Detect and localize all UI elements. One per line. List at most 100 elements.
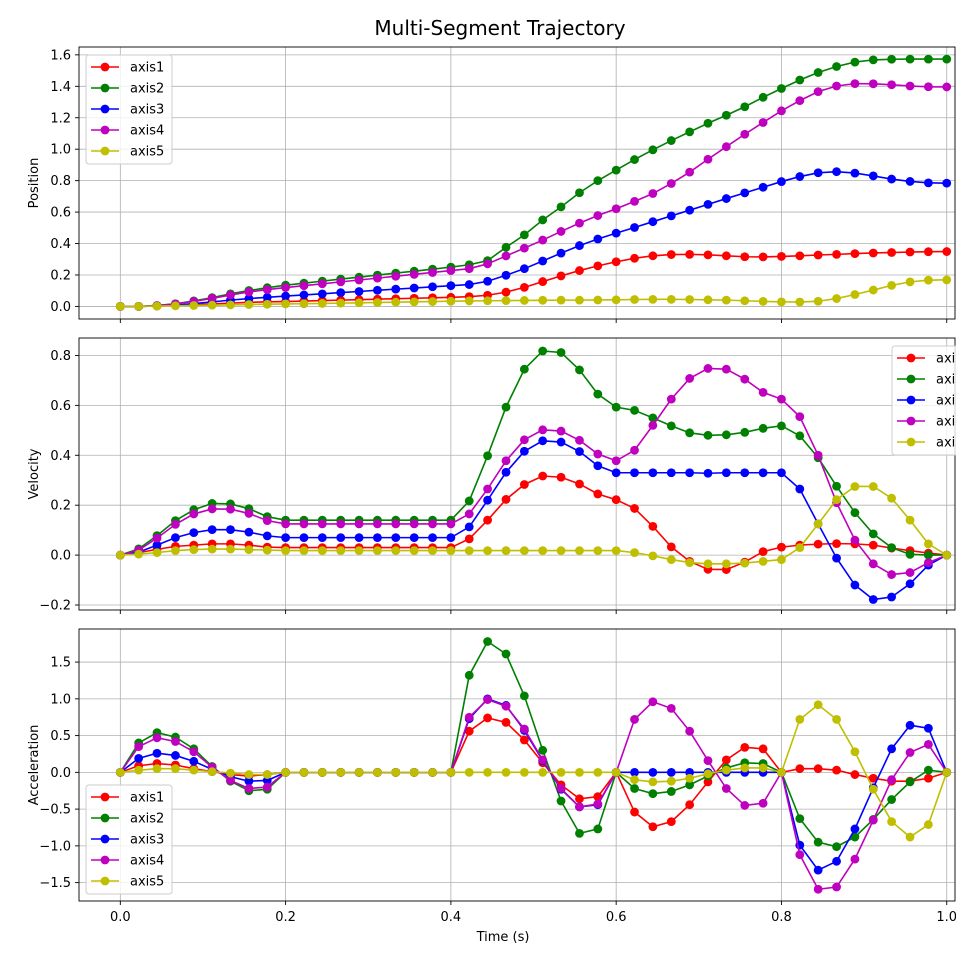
data-point-axis5: [171, 546, 180, 556]
data-point-axis2: [850, 508, 860, 518]
legend-label-axis4: axis4: [936, 415, 956, 430]
data-point-axis3: [685, 205, 695, 215]
legend-label-axis4: axis4: [130, 124, 164, 139]
data-point-axis4: [373, 273, 382, 283]
data-point-axis2: [887, 795, 897, 804]
data-point-axis4: [244, 287, 254, 297]
data-point-axis4: [923, 82, 933, 92]
data-point-axis2: [850, 57, 860, 67]
data-point-axis3: [428, 533, 437, 543]
data-point-axis3: [923, 723, 933, 733]
data-point-axis3: [409, 283, 419, 293]
data-point-axis1: [501, 495, 511, 504]
data-point-axis1: [666, 542, 676, 552]
data-point-axis5: [758, 556, 768, 566]
data-point-axis5: [905, 832, 915, 842]
data-point-axis4: [244, 509, 254, 518]
data-point-axis4: [923, 558, 933, 567]
data-point-axis4: [813, 884, 823, 894]
data-point-axis2: [575, 188, 584, 198]
data-point-axis1: [611, 257, 621, 267]
data-point-axis5: [354, 298, 364, 308]
data-point-axis2: [777, 84, 786, 93]
series-group: [115, 346, 952, 604]
data-point-axis5: [556, 767, 566, 777]
data-point-axis5: [887, 280, 897, 290]
data-point-axis4: [758, 118, 768, 127]
data-point-axis5: [685, 558, 695, 567]
data-point-axis4: [721, 142, 731, 152]
data-point-axis3: [832, 167, 841, 177]
data-point-axis4: [777, 106, 786, 116]
data-point-axis4: [538, 755, 548, 765]
data-point-axis1: [758, 547, 768, 557]
data-point-axis5: [795, 543, 805, 553]
data-point-axis5: [207, 300, 217, 310]
data-point-axis3: [630, 767, 639, 777]
data-point-axis1: [575, 266, 584, 275]
data-point-axis5: [740, 558, 750, 568]
data-point-axis3: [152, 748, 162, 758]
axes-frame: [78, 46, 956, 320]
data-point-axis3: [593, 234, 603, 244]
data-point-axis3: [868, 171, 878, 181]
data-point-axis3: [262, 531, 272, 541]
data-point-axis4: [758, 798, 768, 808]
data-point-axis5: [317, 546, 327, 556]
data-point-axis5: [336, 546, 346, 556]
data-point-axis3: [850, 580, 860, 590]
data-point-axis3: [299, 533, 309, 543]
data-point-axis1: [556, 271, 566, 281]
series-line-axis3: [120, 439, 948, 601]
data-point-axis4: [666, 394, 676, 404]
data-point-axis1: [648, 251, 658, 261]
data-point-axis5: [593, 295, 603, 305]
data-point-axis3: [519, 264, 529, 274]
data-point-axis1: [868, 248, 878, 258]
data-point-axis5: [262, 299, 272, 309]
data-point-axis1: [923, 773, 933, 783]
data-point-axis4: [336, 277, 346, 287]
data-point-axis1: [685, 249, 695, 259]
legend-marker-axis4: [100, 855, 110, 865]
legend-label-axis4: axis4: [130, 854, 164, 869]
series-group: [115, 54, 952, 311]
data-point-axis5: [207, 544, 217, 554]
data-point-axis3: [721, 468, 731, 478]
data-point-axis4: [556, 426, 566, 436]
data-point-axis3: [575, 447, 584, 456]
data-point-axis4: [189, 509, 199, 519]
data-point-axis5: [373, 546, 382, 556]
data-point-axis3: [538, 256, 548, 266]
data-point-axis2: [666, 787, 676, 796]
legend-label-axis1: axis1: [936, 352, 956, 367]
data-point-axis2: [593, 389, 603, 399]
data-point-axis5: [354, 767, 364, 777]
data-point-axis4: [501, 251, 511, 261]
data-point-axis4: [666, 703, 676, 713]
data-point-axis3: [483, 495, 492, 505]
series-group: [115, 637, 952, 894]
series-line-axis2: [120, 58, 947, 308]
data-point-axis4: [648, 697, 658, 707]
data-point-axis2: [501, 242, 511, 252]
legend-marker-axis3: [100, 104, 110, 114]
data-point-axis5: [354, 546, 364, 556]
data-point-axis4: [721, 784, 731, 793]
data-point-axis3: [519, 446, 529, 456]
data-point-axis1: [575, 794, 584, 804]
data-point-axis2: [685, 127, 695, 137]
y-tick-label: −0.2: [39, 599, 71, 614]
data-point-axis5: [832, 715, 841, 724]
data-point-axis5: [721, 765, 731, 775]
data-point-axis2: [483, 637, 492, 646]
data-point-axis2: [519, 364, 529, 374]
data-point-axis5: [703, 769, 713, 779]
data-point-axis2: [648, 413, 658, 423]
data-point-axis1: [556, 472, 566, 482]
data-point-axis5: [593, 767, 603, 777]
data-point-axis4: [868, 815, 878, 825]
legend-marker-axis1: [100, 62, 110, 72]
data-point-axis4: [391, 271, 401, 281]
data-point-axis3: [317, 533, 327, 543]
